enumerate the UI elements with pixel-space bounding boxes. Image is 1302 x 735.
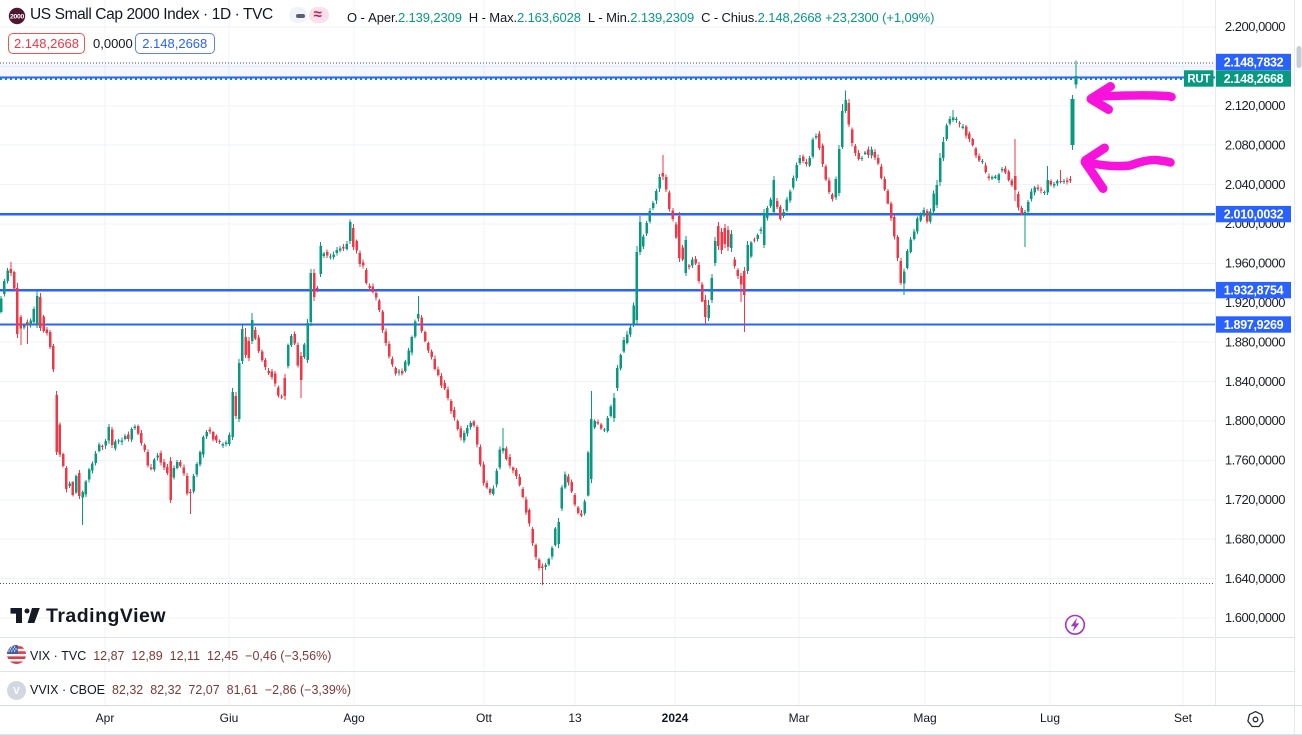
svg-text:1.920,0000: 1.920,0000 <box>1225 295 1285 310</box>
svg-text:1.720,0000: 1.720,0000 <box>1225 492 1285 507</box>
svg-text:V: V <box>13 686 20 697</box>
svg-text:2.148,7832: 2.148,7832 <box>1224 55 1284 69</box>
svg-text:1.932,8754: 1.932,8754 <box>1224 283 1284 297</box>
svg-text:1.897,9269: 1.897,9269 <box>1224 318 1284 332</box>
svg-text:1.600,0000: 1.600,0000 <box>1225 610 1285 625</box>
svg-text:2.040,0000: 2.040,0000 <box>1225 177 1285 192</box>
svg-text:2.120,0000: 2.120,0000 <box>1225 98 1285 113</box>
svg-text:1.760,0000: 1.760,0000 <box>1225 453 1285 468</box>
svg-text:1.680,0000: 1.680,0000 <box>1225 531 1285 546</box>
svg-text:1.840,0000: 1.840,0000 <box>1225 374 1285 389</box>
svg-text:2.080,0000: 2.080,0000 <box>1225 137 1285 152</box>
svg-text:RUT: RUT <box>1187 74 1210 86</box>
svg-text:2.010,0032: 2.010,0032 <box>1224 207 1284 221</box>
svg-text:2.148,2668: 2.148,2668 <box>1224 72 1284 86</box>
svg-text:1.880,0000: 1.880,0000 <box>1225 334 1285 349</box>
svg-text:2000: 2000 <box>10 14 24 21</box>
svg-text:1.960,0000: 1.960,0000 <box>1225 256 1285 271</box>
svg-text:2.200,0000: 2.200,0000 <box>1225 19 1285 34</box>
svg-text:1.800,0000: 1.800,0000 <box>1225 413 1285 428</box>
svg-text:1.640,0000: 1.640,0000 <box>1225 571 1285 586</box>
